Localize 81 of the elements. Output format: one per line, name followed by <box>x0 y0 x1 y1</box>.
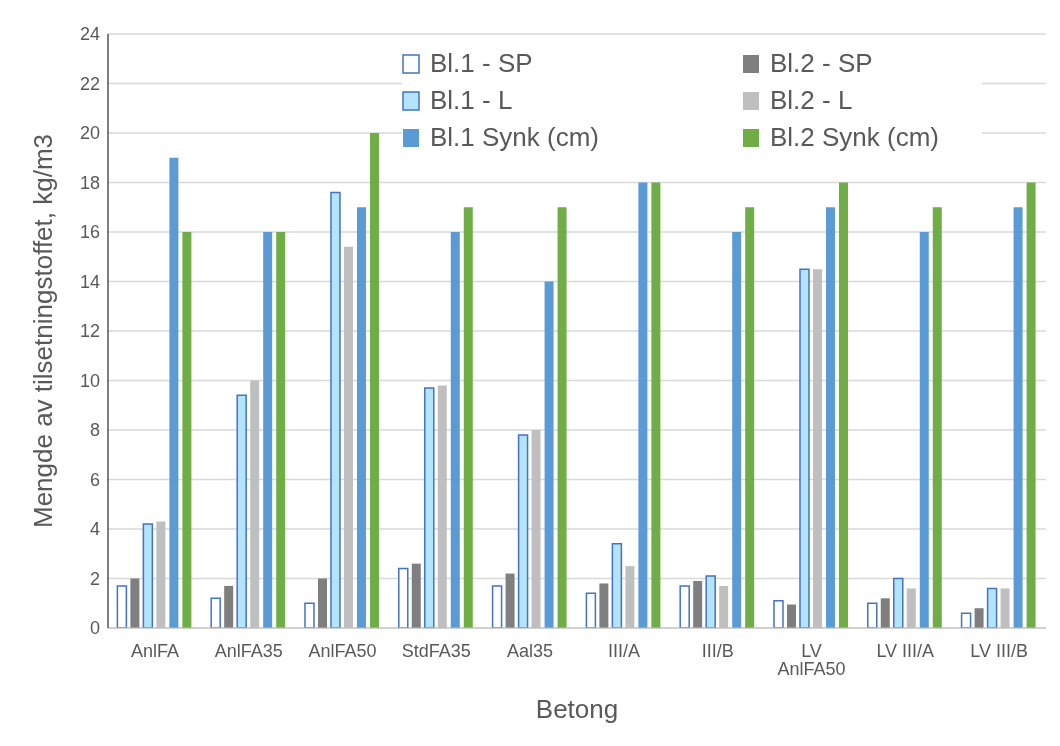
legend-label: Bl.1 - SP <box>430 48 533 79</box>
bar <box>1026 182 1036 628</box>
x-tick-label: LV III/A <box>876 640 935 661</box>
y-tick-label: 12 <box>79 321 100 342</box>
bar <box>893 577 904 628</box>
bar <box>356 207 366 628</box>
y-tick-label: 14 <box>79 271 100 292</box>
y-tick-label: 2 <box>89 568 100 589</box>
bar <box>705 575 716 628</box>
y-tick-label: 6 <box>89 469 100 490</box>
x-tick-label: LV III/B <box>970 640 1028 661</box>
bar <box>424 387 435 628</box>
bar <box>825 207 835 628</box>
x-axis-title: Betong <box>535 694 619 724</box>
legend-label: Bl.2 - SP <box>770 48 873 79</box>
y-tick-label: 18 <box>79 172 100 193</box>
legend-label: Bl.1 Synk (cm) <box>430 122 600 153</box>
y-tick-label: 22 <box>79 73 100 94</box>
bar <box>544 281 554 628</box>
bar <box>491 585 503 628</box>
bar <box>960 612 972 628</box>
bar <box>263 232 273 628</box>
bar <box>369 133 379 628</box>
bar <box>773 600 784 628</box>
bar <box>450 232 460 628</box>
bar <box>974 608 984 628</box>
bar <box>679 585 690 628</box>
bar <box>236 394 247 628</box>
bar <box>330 191 341 628</box>
bar <box>986 587 998 628</box>
y-tick-label: 8 <box>89 420 100 441</box>
bar <box>317 578 327 628</box>
bar <box>745 207 755 628</box>
x-tick-label: Aal35 <box>507 640 554 661</box>
legend-label: Bl.1 - L <box>430 85 513 116</box>
bar <box>599 583 609 628</box>
bar <box>638 182 648 628</box>
bar <box>276 232 286 628</box>
bar <box>557 207 567 628</box>
bar <box>398 567 409 628</box>
legend-label: Bl.2 - L <box>770 85 853 116</box>
bar <box>611 543 623 628</box>
y-tick-label: 10 <box>79 370 100 391</box>
x-tick-label: LV AnlFA50 <box>777 640 846 679</box>
x-tick-label: AnlFA <box>130 640 179 661</box>
x-tick-label: III/A <box>607 640 640 661</box>
bar <box>411 563 421 628</box>
y-tick-label: 20 <box>79 123 100 144</box>
x-tick-label: StdFA35 <box>401 640 471 661</box>
bar <box>867 602 878 628</box>
bar <box>182 232 192 628</box>
bar <box>210 597 221 628</box>
bar <box>932 207 942 628</box>
x-tick-label: AnlFA50 <box>308 640 377 661</box>
legend-label: Bl.2 Synk (cm) <box>770 122 940 153</box>
y-tick-label: 4 <box>89 519 100 540</box>
y-tick-label: 16 <box>79 222 100 243</box>
bar <box>693 580 703 628</box>
bar <box>463 207 473 628</box>
bar <box>838 182 848 628</box>
bar <box>116 585 128 628</box>
y-tick-label: 24 <box>79 24 100 45</box>
bar <box>169 157 179 628</box>
bar <box>130 578 140 628</box>
bar <box>732 232 742 628</box>
bar <box>224 585 234 628</box>
bar <box>517 434 529 628</box>
bar <box>505 573 515 628</box>
y-axis-title: Mengde av tilsetningstoffet, kg/m3 <box>28 133 59 529</box>
bar <box>651 182 661 628</box>
bar <box>304 602 315 628</box>
bar <box>585 592 597 628</box>
bar <box>880 598 890 628</box>
x-tick-label: III/B <box>701 640 734 661</box>
bar <box>786 604 796 628</box>
bar <box>919 232 929 628</box>
bar <box>142 523 154 628</box>
bar <box>799 268 810 628</box>
y-tick-label: 0 <box>89 618 100 639</box>
bar <box>1013 207 1023 628</box>
x-tick-label: AnlFA35 <box>214 640 283 661</box>
